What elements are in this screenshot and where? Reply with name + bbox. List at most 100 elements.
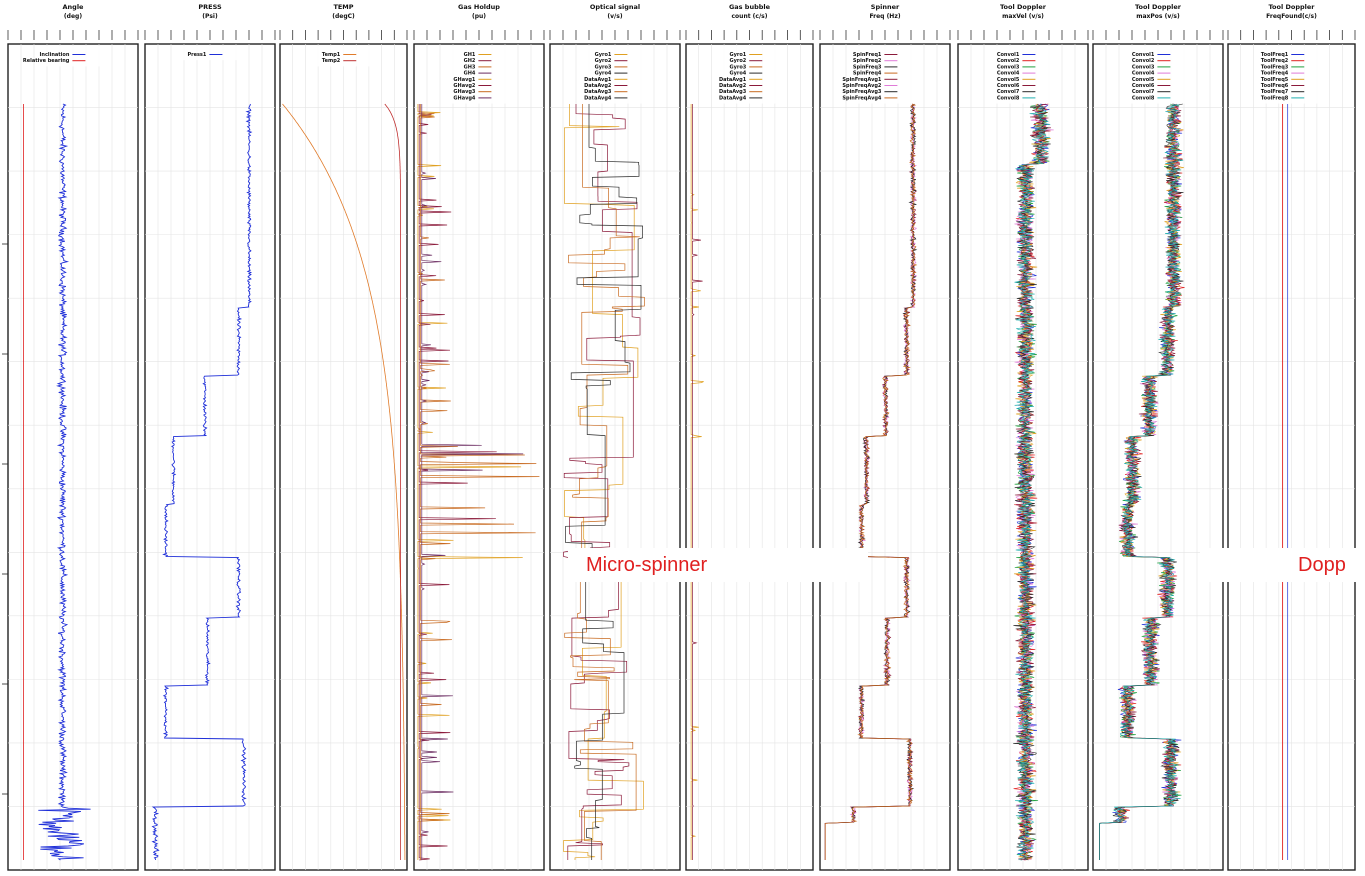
legend-entry: Gyro3 — [595, 64, 612, 70]
track-10: Tool DopplerFreqFound(c/s)ToolFreq1ToolF… — [1227, 3, 1356, 871]
legend-entry: ToolFreq8 — [1261, 95, 1289, 101]
legend: SpinFreq1SpinFreq2SpinFreq3SpinFreq4Spin… — [842, 46, 922, 104]
legend-bg — [713, 46, 786, 104]
legend-entry: DataAvg3 — [719, 89, 747, 95]
legend-entry: DataAvg4 — [584, 95, 612, 101]
track-title: Gas bubble — [729, 3, 771, 11]
legend-entry: ToolFreq7 — [1261, 89, 1289, 95]
legend-entry: GHavg1 — [453, 77, 476, 83]
legend-entry: GHavg3 — [453, 89, 476, 95]
track-8: Tool Doppler maxVel (v/s) Convol1Convol2Co… — [957, 3, 1089, 871]
legend-entry: Convol7 — [1132, 89, 1155, 95]
legend-entry: Gyro4 — [730, 71, 747, 77]
legend: Gyro1Gyro2Gyro3Gyro4DataAvg1DataAvg2Data… — [578, 46, 652, 104]
legend-entry: DataAvg2 — [719, 83, 747, 89]
legend-entry: DataAvg1 — [719, 77, 747, 83]
legend: Convol1Convol2Convol3Convol4Convol5Convo… — [986, 46, 1060, 104]
legend-entry: Temp1 — [322, 52, 341, 58]
track-unit: (deg) — [64, 13, 82, 20]
track-4: Gas Holdup(pu)GH1GH2GH3GH4GHavg1GHavg2GH… — [413, 3, 545, 871]
legend: ToolFreq1ToolFreq2ToolFreq3ToolFreq4Tool… — [1255, 46, 1328, 104]
legend-entry: DataAvg4 — [719, 95, 747, 101]
curve-optical3 — [564, 104, 645, 860]
track-unit: Freq (Hz) — [869, 13, 900, 20]
legend-entry: DataAvg2 — [584, 83, 612, 89]
legend-entry: Convol6 — [1132, 83, 1155, 89]
track-title: Tool Doppler — [1000, 3, 1047, 11]
legend-entry: SpinFreqAvg4 — [842, 95, 882, 101]
curve-gh3 — [420, 104, 540, 860]
curve-optical1 — [563, 104, 644, 860]
legend-entry: Temp2 — [322, 58, 341, 64]
legend-bg — [173, 46, 247, 61]
legend-entry: GHavg4 — [453, 95, 476, 101]
curve-temp1 — [282, 103, 406, 860]
curve-maxpos8 — [1099, 103, 1184, 860]
track-title: Angle — [63, 3, 85, 11]
legend-entry: Convol8 — [1132, 95, 1155, 101]
legend: Gyro1Gyro2Gyro3Gyro4DataAvg1DataAvg2Data… — [713, 46, 786, 104]
track-title: Optical signal — [590, 3, 640, 11]
legend-entry: Gyro3 — [730, 64, 747, 70]
legend-bg — [307, 46, 380, 67]
legend-entry: Gyro1 — [730, 52, 747, 58]
track-unit: (pu) — [472, 13, 486, 20]
legend-entry: Convol8 — [997, 95, 1020, 101]
annotation-label: Dopp — [1298, 554, 1346, 576]
curve-bubble1 — [690, 104, 704, 860]
track-title: Spinner — [871, 3, 900, 11]
annotation-micro-spinner: Micro-spinner — [568, 548, 868, 582]
curve-bubble2 — [692, 104, 703, 860]
legend-entry: SpinFreqAvg2 — [842, 83, 882, 89]
legend-entry: SpinFreqAvg1 — [842, 77, 882, 83]
legend-entry: GH1 — [464, 52, 476, 58]
legend-entry: Press1 — [187, 52, 206, 58]
legend-entry: Convol4 — [1132, 71, 1155, 77]
track-unit: maxVel (v/s) — [1002, 13, 1044, 20]
legend-entry: GHavg2 — [453, 83, 476, 89]
track-unit: (v/s) — [607, 13, 622, 20]
track-title: Tool Doppler — [1268, 3, 1315, 11]
legend-entry: Convol3 — [1132, 64, 1155, 70]
legend-entry: SpinFreq1 — [853, 52, 882, 58]
curve-gh4 — [421, 104, 524, 860]
legend-entry: GH4 — [464, 71, 476, 77]
legend-bg — [848, 46, 922, 104]
legend-bg — [442, 46, 516, 104]
curve-optical4 — [565, 104, 643, 860]
legend-entry: DataAvg1 — [584, 77, 612, 83]
legend-entry: GH2 — [464, 58, 476, 64]
legend-entry: Convol1 — [1132, 52, 1155, 58]
track-unit: (Psi) — [202, 13, 218, 20]
annotation-label: Micro-spinner — [586, 554, 708, 576]
legend-entry: ToolFreq6 — [1261, 83, 1289, 89]
curve-spinfreq4 — [824, 103, 918, 860]
legend-bg — [986, 46, 1060, 104]
track-6: Gas bubble count (c/s) Gyro1Gyro2Gyro3Gyro… — [685, 3, 814, 871]
legend-entry: Convol2 — [997, 58, 1020, 64]
annotation-doppler: Dopp — [1200, 548, 1365, 582]
legend-entry: GH3 — [464, 64, 476, 70]
legend-entry: Inclination — [40, 52, 70, 58]
track-title: Tool Doppler — [1135, 3, 1182, 11]
legend-bg — [578, 46, 652, 104]
legend-entry: Gyro4 — [595, 71, 612, 77]
legend-entry: SpinFreq2 — [853, 58, 882, 64]
legend-entry: ToolFreq1 — [1261, 52, 1289, 58]
track-unit: count (c/s) — [732, 13, 768, 20]
curve-maxvel8 — [1014, 103, 1051, 861]
legend-entry: ToolFreq2 — [1261, 58, 1289, 64]
curve-press1 — [151, 103, 253, 861]
curve-gh2 — [418, 104, 497, 861]
legend: Convol1Convol2Convol3Convol4Convol5Convo… — [1121, 46, 1195, 104]
legend-entry: Convol7 — [997, 89, 1020, 95]
track-2: PRESS (Psi) Press1 — [144, 3, 276, 871]
legend-entry: Convol2 — [1132, 58, 1155, 64]
track-unit: FreqFound(c/s) — [1266, 13, 1317, 20]
legend-entry: Relative bearing — [23, 58, 70, 64]
legend-entry: Gyro2 — [595, 58, 612, 64]
curve-maxvel7 — [1013, 104, 1051, 861]
